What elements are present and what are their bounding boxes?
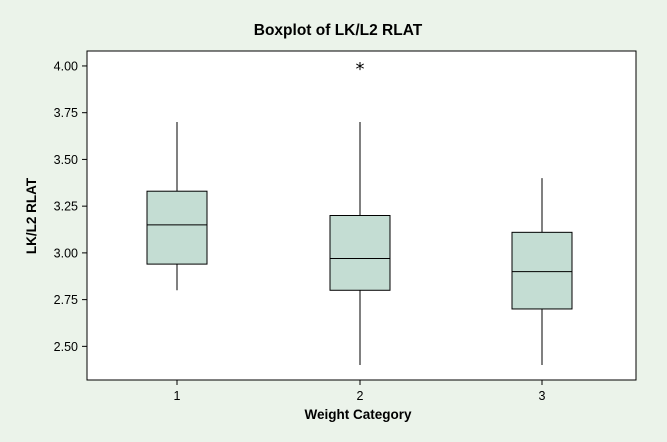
y-tick-label: 3.75 [54,106,78,120]
x-axis: 1 2 3 [174,380,546,403]
y-tick-label: 2.50 [54,340,78,354]
x-tick-label: 3 [539,389,546,403]
box-group-3 [511,178,573,366]
y-tick-label: 3.50 [54,153,78,167]
y-tick-label: 2.75 [54,293,78,307]
y-axis-label: LK/L2 RLAT [24,177,39,254]
y-tick-label: 4.00 [54,59,78,73]
outlier-marker: * [356,59,365,80]
iqr-box [511,231,573,310]
y-tick-label: 3.25 [54,200,78,214]
x-tick-label: 1 [174,389,181,403]
box-group-1 [146,122,208,291]
iqr-box [146,190,208,265]
y-axis: 2.50 2.75 3.00 3.25 3.50 3.75 4.00 [54,59,87,354]
x-axis-label: Weight Category [304,407,412,422]
chart-title: Boxplot of LK/L2 RLAT [254,22,423,39]
y-tick-label: 3.00 [54,246,78,260]
box-group-2: * [329,59,391,366]
x-tick-label: 2 [357,389,364,403]
box-series: * [146,59,573,366]
iqr-box [329,215,391,291]
